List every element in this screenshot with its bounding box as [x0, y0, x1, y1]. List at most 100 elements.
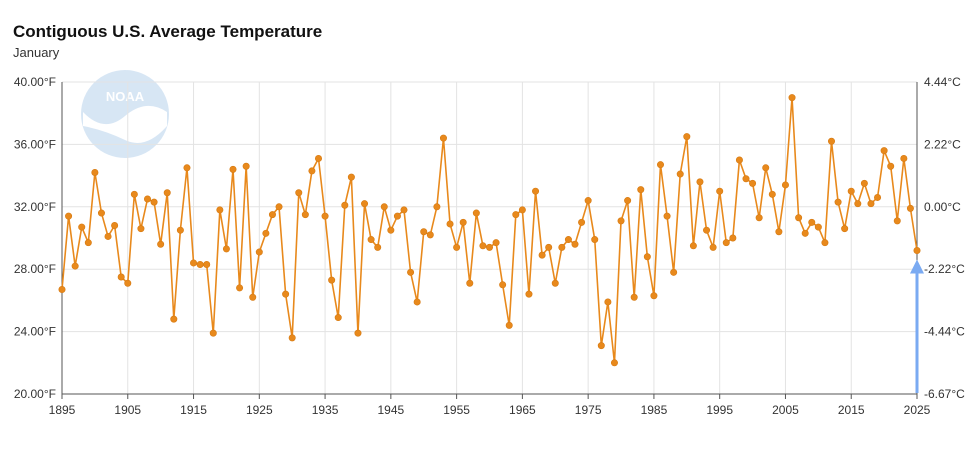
data-point[interactable]: [203, 261, 211, 269]
data-point[interactable]: [854, 200, 862, 208]
data-point[interactable]: [124, 279, 132, 287]
data-point[interactable]: [328, 276, 336, 284]
data-point[interactable]: [275, 203, 283, 211]
data-point[interactable]: [801, 229, 809, 237]
data-point[interactable]: [236, 284, 244, 292]
data-point[interactable]: [663, 212, 671, 220]
data-point[interactable]: [630, 293, 638, 301]
data-point[interactable]: [472, 209, 480, 217]
data-point[interactable]: [341, 201, 349, 209]
data-point[interactable]: [650, 292, 658, 300]
data-point[interactable]: [571, 240, 579, 248]
data-point[interactable]: [656, 161, 664, 169]
data-point[interactable]: [229, 165, 237, 173]
data-point[interactable]: [84, 239, 92, 247]
data-point[interactable]: [768, 190, 776, 198]
data-point[interactable]: [433, 203, 441, 211]
data-point[interactable]: [111, 222, 119, 230]
data-point[interactable]: [216, 206, 224, 214]
data-point[interactable]: [874, 193, 882, 201]
data-point[interactable]: [499, 281, 507, 289]
data-point[interactable]: [209, 329, 217, 337]
data-point[interactable]: [578, 218, 586, 226]
data-point[interactable]: [676, 170, 684, 178]
data-point[interactable]: [610, 359, 618, 367]
data-point[interactable]: [617, 217, 625, 225]
data-point[interactable]: [551, 279, 559, 287]
data-point[interactable]: [97, 209, 105, 217]
data-point[interactable]: [624, 197, 632, 205]
data-point[interactable]: [781, 181, 789, 189]
data-point[interactable]: [749, 179, 757, 187]
data-point[interactable]: [735, 156, 743, 164]
data-point[interactable]: [584, 197, 592, 205]
data-point[interactable]: [288, 334, 296, 342]
data-point[interactable]: [860, 179, 868, 187]
data-point[interactable]: [703, 226, 711, 234]
data-point[interactable]: [242, 162, 250, 170]
data-point[interactable]: [301, 211, 309, 219]
data-point[interactable]: [847, 187, 855, 195]
data-point[interactable]: [367, 236, 375, 244]
data-point[interactable]: [170, 315, 178, 323]
data-point[interactable]: [670, 268, 678, 276]
data-point[interactable]: [374, 243, 382, 251]
data-point[interactable]: [814, 223, 822, 231]
data-point[interactable]: [505, 321, 513, 329]
data-point[interactable]: [762, 164, 770, 172]
data-point[interactable]: [334, 314, 342, 322]
data-point[interactable]: [255, 248, 263, 256]
data-point[interactable]: [558, 243, 566, 251]
data-point[interactable]: [407, 268, 415, 276]
data-point[interactable]: [532, 187, 540, 195]
data-point[interactable]: [525, 290, 533, 298]
data-point[interactable]: [196, 261, 204, 269]
data-point[interactable]: [775, 228, 783, 236]
data-point[interactable]: [466, 279, 474, 287]
data-point[interactable]: [222, 245, 230, 253]
data-point[interactable]: [459, 218, 467, 226]
data-point[interactable]: [78, 223, 86, 231]
data-point[interactable]: [453, 243, 461, 251]
data-point[interactable]: [485, 243, 493, 251]
data-point[interactable]: [446, 220, 454, 228]
data-point[interactable]: [420, 228, 428, 236]
data-point[interactable]: [709, 243, 717, 251]
data-point[interactable]: [65, 212, 73, 220]
data-point[interactable]: [906, 204, 914, 212]
data-point[interactable]: [439, 134, 447, 142]
data-point[interactable]: [643, 253, 651, 261]
data-point[interactable]: [387, 226, 395, 234]
data-point[interactable]: [426, 231, 434, 239]
data-point[interactable]: [900, 154, 908, 162]
data-point[interactable]: [163, 189, 171, 197]
data-point[interactable]: [841, 225, 849, 233]
data-point[interactable]: [689, 242, 697, 250]
data-point[interactable]: [176, 226, 184, 234]
data-point[interactable]: [913, 246, 921, 254]
data-point[interactable]: [880, 147, 888, 155]
data-point[interactable]: [190, 259, 198, 267]
data-point[interactable]: [314, 154, 322, 162]
data-point[interactable]: [104, 232, 112, 240]
data-point[interactable]: [308, 167, 316, 175]
data-point[interactable]: [492, 239, 500, 247]
data-point[interactable]: [795, 214, 803, 222]
data-point[interactable]: [867, 200, 875, 208]
data-point[interactable]: [538, 251, 546, 259]
data-point[interactable]: [150, 198, 158, 206]
data-point[interactable]: [268, 211, 276, 219]
data-point[interactable]: [413, 298, 421, 306]
data-point[interactable]: [545, 243, 553, 251]
data-point[interactable]: [393, 212, 401, 220]
data-point[interactable]: [604, 298, 612, 306]
data-point[interactable]: [512, 211, 520, 219]
data-point[interactable]: [347, 173, 355, 181]
data-point[interactable]: [400, 206, 408, 214]
data-point[interactable]: [716, 187, 724, 195]
data-point[interactable]: [137, 225, 145, 233]
data-point[interactable]: [821, 239, 829, 247]
data-point[interactable]: [91, 168, 99, 176]
data-point[interactable]: [321, 212, 329, 220]
data-point[interactable]: [827, 137, 835, 145]
